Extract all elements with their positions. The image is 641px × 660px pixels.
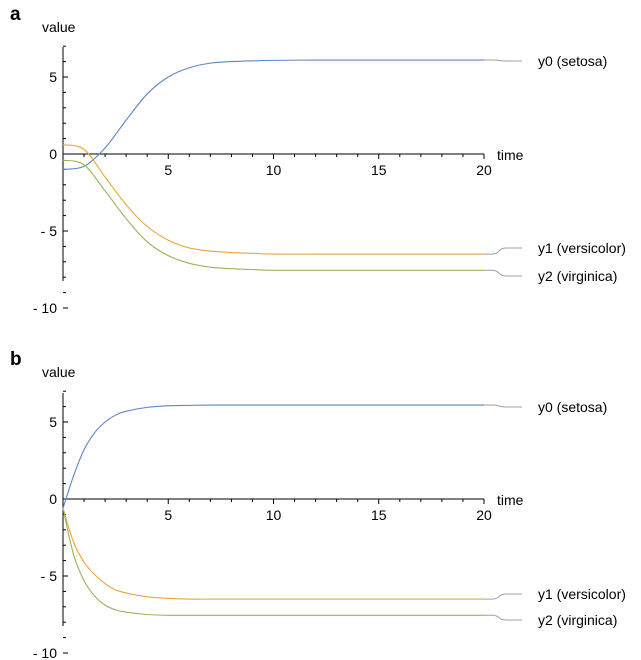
series-line-y0-b (62, 404, 484, 509)
y-tick-label-a: - 10 (33, 300, 57, 316)
x-tick-label-b: 5 (164, 507, 172, 523)
x-tick-label-a: 10 (266, 162, 282, 178)
series-line-y1-a (62, 144, 484, 255)
series-line-y1-b (62, 508, 484, 600)
y-tick-label-b: 5 (49, 414, 57, 430)
series-label-y2-b: y2 (virginica) (538, 612, 617, 628)
series-leader-y0-b (484, 404, 522, 408)
x-tick-label-a: 20 (476, 162, 492, 178)
y-axis-title-a: value (42, 19, 76, 35)
series-leader-y1-b (484, 593, 522, 600)
x-tick-label-a: 15 (371, 162, 387, 178)
series-label-y1-b: y1 (versicolor) (538, 586, 626, 602)
series-a: y0 (setosa) y1 (versicolor) y2 (virginica) (62, 53, 626, 284)
x-axis-title-a: time (497, 147, 524, 163)
x-tick-label-b: 10 (266, 507, 282, 523)
series-leader-y2-a (484, 269, 522, 277)
x-tick-label-a: 5 (164, 162, 172, 178)
series-leader-y0-a (484, 59, 522, 62)
series-leader-y1-a (484, 247, 522, 255)
y-tick-label-b: - 5 (41, 568, 58, 584)
series-leader-y2-b (484, 614, 522, 621)
x-axis-title-b: time (497, 492, 524, 508)
series-line-y2-a (62, 159, 484, 271)
ticks-a: 5 10 15 20 5 0 - 5 - 10 (33, 45, 492, 316)
chart-panel-b: b value time 5 10 15 20 5 0 - 5 - 10 y0 (setosa… (10, 349, 626, 660)
y-tick-label-a: 5 (49, 69, 57, 85)
panel-label-a: a (10, 4, 21, 25)
series-label-y2-a: y2 (virginica) (538, 268, 617, 284)
y-tick-label-a: - 5 (41, 223, 58, 239)
series-b: y0 (setosa) y1 (versicolor) y2 (virginica) (62, 399, 626, 628)
series-line-y2-b (62, 508, 484, 616)
x-tick-label-b: 20 (476, 507, 492, 523)
series-label-y0-a: y0 (setosa) (538, 53, 607, 69)
x-tick-label-b: 15 (371, 507, 387, 523)
series-label-y1-a: y1 (versicolor) (538, 240, 626, 256)
y-tick-label-a: 0 (49, 146, 57, 162)
y-tick-label-b: - 10 (33, 645, 57, 660)
y-tick-label-b: 0 (49, 491, 57, 507)
y-axis-title-b: value (42, 364, 76, 380)
chart-panel-a: a value time 5 10 15 20 5 0 - 5 - 10 y0 (setosa… (10, 4, 626, 316)
series-label-y0-b: y0 (setosa) (538, 399, 607, 415)
ticks-b: 5 10 15 20 5 0 - 5 - 10 (33, 390, 492, 660)
panel-label-b: b (10, 349, 22, 370)
series-line-y0-a (62, 59, 484, 170)
